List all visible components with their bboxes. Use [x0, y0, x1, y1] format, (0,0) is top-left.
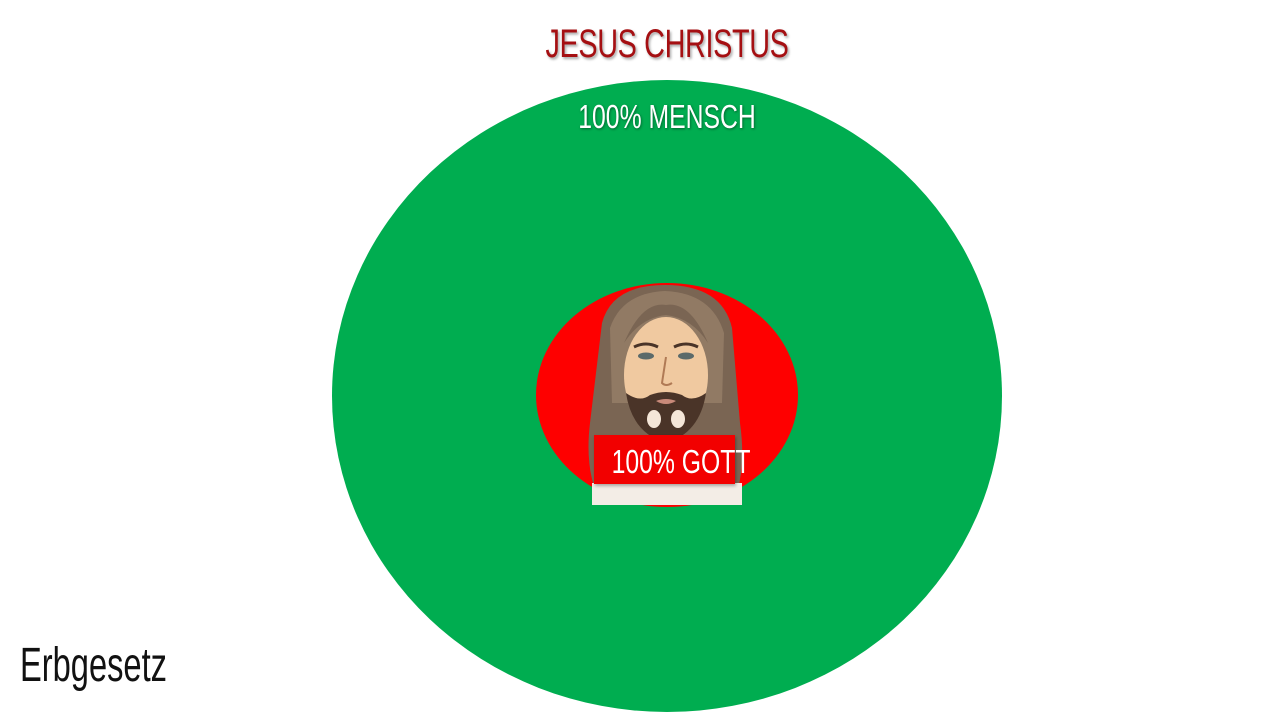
footer-label: Erbgesetz — [20, 639, 167, 692]
inner-label-box — [594, 435, 735, 484]
jesus-portrait-image — [588, 285, 743, 505]
chin-highlight — [647, 410, 661, 428]
chin-highlight — [671, 410, 685, 428]
diagram-title: JESUS CHRISTUS — [545, 22, 789, 66]
paper-edge — [592, 483, 742, 505]
left-eye — [638, 352, 654, 360]
right-eye — [678, 352, 694, 360]
left-eyebrow — [633, 342, 659, 349]
nose — [660, 356, 673, 386]
beard — [626, 392, 706, 443]
forehead-hair — [624, 304, 708, 343]
outer-circle-label: 100% MENSCH — [578, 98, 756, 135]
mouth — [656, 399, 676, 404]
inner-circle-label: 100% GOTT — [611, 443, 751, 480]
right-eyebrow — [673, 342, 699, 349]
